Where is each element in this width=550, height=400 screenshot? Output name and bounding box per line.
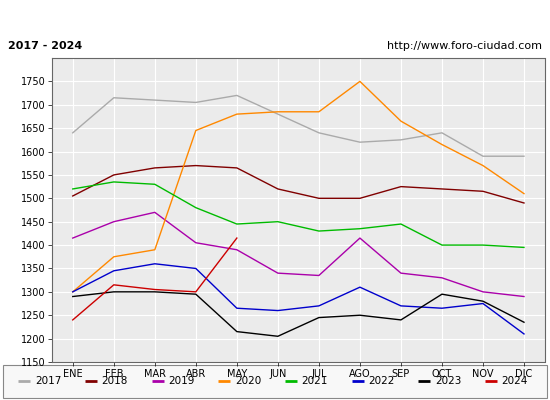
Text: 2017: 2017	[35, 376, 61, 386]
Text: 2018: 2018	[101, 376, 128, 386]
Text: 2017 - 2024: 2017 - 2024	[8, 41, 82, 51]
Text: Evolucion del paro registrado en Erandio: Evolucion del paro registrado en Erandio	[119, 10, 431, 24]
Text: 2024: 2024	[502, 376, 528, 386]
Text: 2021: 2021	[301, 376, 328, 386]
Text: http://www.foro-ciudad.com: http://www.foro-ciudad.com	[387, 41, 542, 51]
Text: 2022: 2022	[368, 376, 394, 386]
Text: 2019: 2019	[168, 376, 195, 386]
FancyBboxPatch shape	[3, 365, 547, 398]
Text: 2020: 2020	[235, 376, 261, 386]
Text: 2023: 2023	[435, 376, 461, 386]
